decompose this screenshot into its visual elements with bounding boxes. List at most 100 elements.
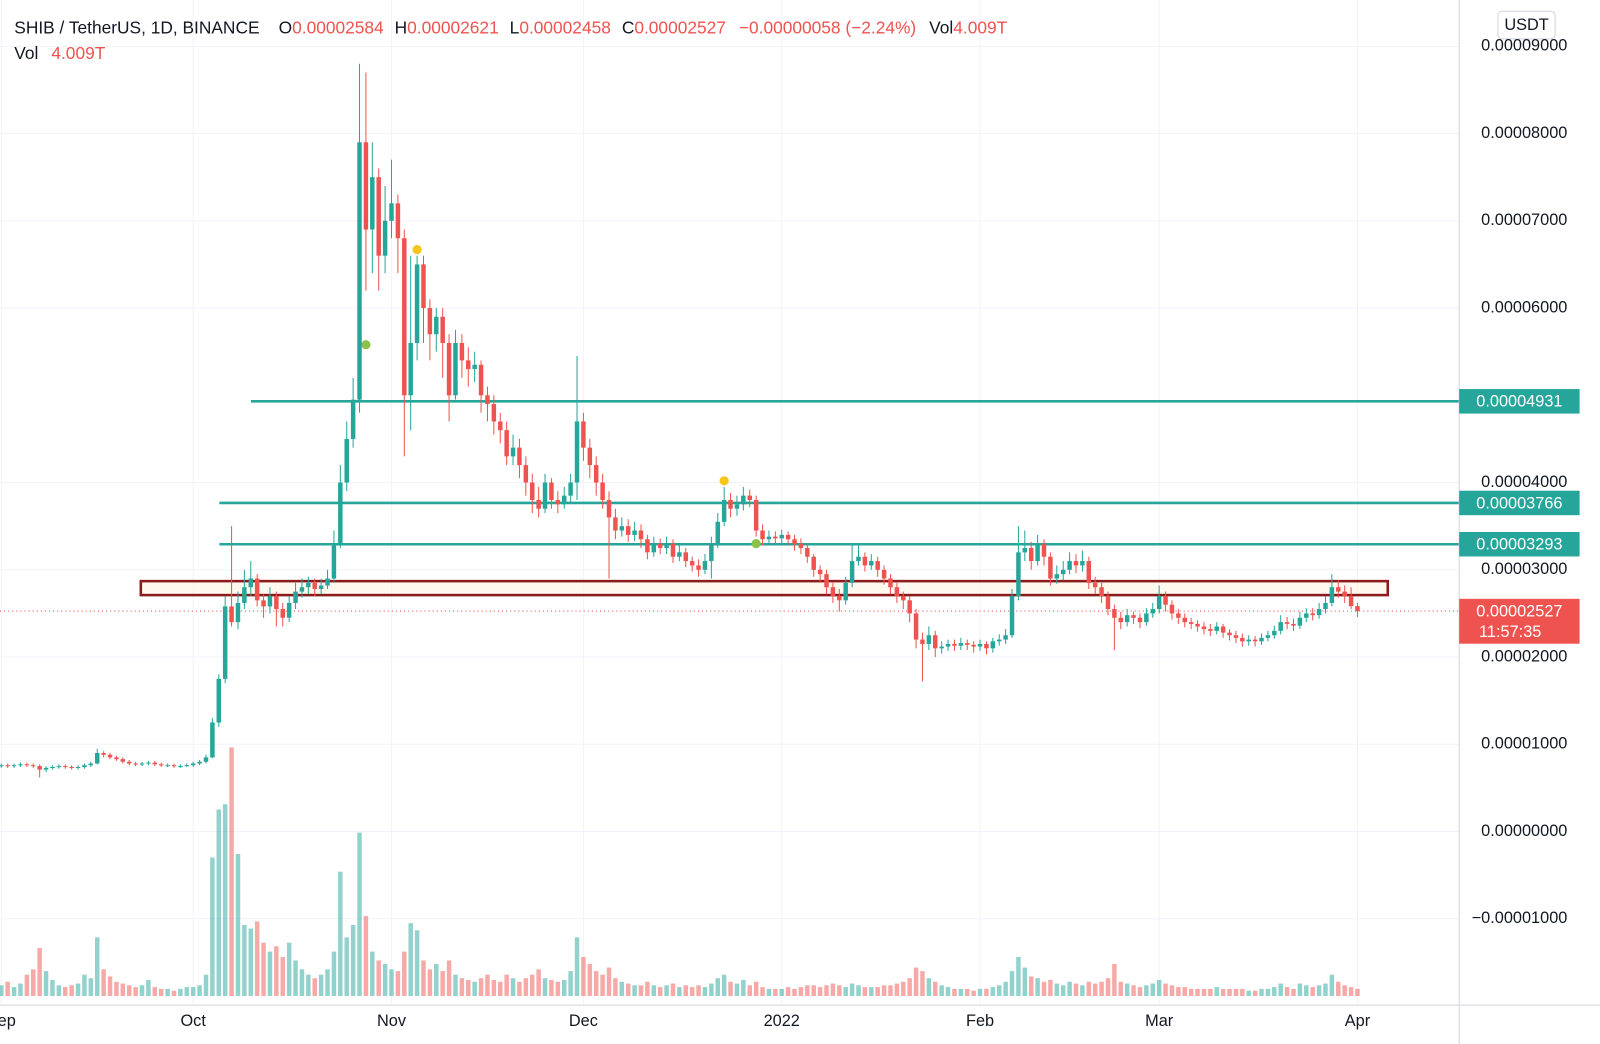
candle-body [1016,552,1021,596]
volume-bar [274,946,279,996]
candle-body [1067,561,1072,570]
candle-body [600,482,605,500]
volume-bar [619,981,625,996]
candle-body [574,421,580,483]
volume-bar [440,971,445,996]
candle-body [248,578,254,588]
candle-body [466,360,471,370]
candle-body [581,421,586,448]
volume-bar [1188,988,1194,996]
candle-body [805,547,810,557]
volume-bar [395,971,401,996]
candle-body [1054,574,1060,579]
low-value: 0.00002458 [519,17,611,37]
y-tick-label: 0.00001000 [1481,735,1567,753]
volume-bar [613,978,618,996]
volume-bar [689,987,695,996]
candle-body [696,565,701,570]
candle-body [1201,626,1207,630]
candle-body [625,526,631,535]
volume-bar [1156,980,1162,996]
candle-body [498,421,503,431]
candle-body [203,757,209,762]
x-tick-label: Dec [569,1012,598,1030]
volume-bar [280,956,285,996]
y-tick-label: 0.00004000 [1481,473,1567,491]
x-tick-label: Sep [0,1012,16,1030]
level-price-tag [1459,389,1580,414]
volume-bar [357,832,362,996]
currency-button[interactable] [1497,10,1556,40]
candle-body [965,643,970,645]
candle-body [107,754,113,758]
volume-bar [1201,988,1207,996]
candle-body [1009,595,1015,636]
x-tick-label: Mar [1145,1012,1174,1030]
candle-body [485,395,490,405]
volume-bar [792,988,797,996]
candle-body [613,517,618,531]
volume-bar [1329,974,1335,996]
candle-body [382,220,388,256]
currency-label[interactable]: USDT [1504,16,1548,34]
candle-body [261,600,266,607]
volume-bar [849,983,855,996]
volume-bar [133,987,138,996]
volume-bar [1144,985,1149,996]
volume-bar [926,978,932,996]
volume-bar [645,981,650,996]
x-tick-label: Oct [180,1012,206,1030]
candle-body [31,765,36,767]
volume-bar [408,923,413,996]
candle-body [478,364,484,396]
y-tick-label: 0.00002000 [1481,647,1567,665]
candle-body [1310,613,1315,616]
signal-marker [719,476,729,486]
volume-bar [881,985,887,996]
volume-bar [248,928,254,996]
volume-bar [472,981,477,996]
volume-bar [446,960,452,996]
candle-body [1156,595,1162,610]
candle-body [446,342,452,396]
volume-bar [741,980,746,996]
volume-bar [158,988,164,996]
candle-body [280,609,285,618]
volume-bar [894,983,900,996]
candle-body [43,767,49,770]
volume-bar [242,924,247,996]
volume-bar [1092,983,1098,996]
volume-bar [1048,980,1053,996]
volume-bar [382,964,388,996]
volume-bar [50,980,55,996]
candle-body [318,585,324,589]
candle-body [1144,613,1149,623]
candle-body [862,556,868,566]
volume-bar [331,951,337,996]
candle-body [389,203,394,221]
candle-body [990,641,996,649]
volume-bar [75,983,81,996]
x-tick-label: Nov [377,1012,407,1030]
volume-bar [376,960,381,996]
high-value: 0.00002621 [407,17,499,37]
volume-bar [171,990,177,996]
candle-body [817,569,823,575]
candle-body [849,561,855,583]
candle-body [363,142,369,230]
volume-bar [18,983,23,996]
candle-body [958,643,964,646]
volume-bar [1272,987,1277,996]
volume-bar [696,985,701,996]
volume-pane [0,747,1360,996]
candle-body [664,543,669,548]
candle-body [350,399,356,439]
candle-body [894,587,900,596]
volume-bar [478,978,484,996]
candle-body [632,530,637,535]
candle-body [1316,609,1322,616]
volume-bar [977,988,983,996]
volume-bar [952,988,957,996]
volume-bar [24,974,30,996]
